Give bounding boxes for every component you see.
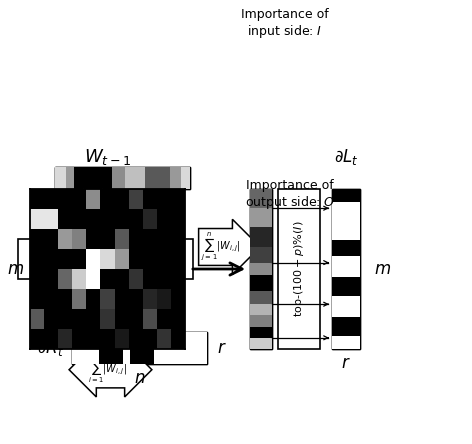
Text: top-$(100-p)\%(I)$: top-$(100-p)\%(I)$ bbox=[292, 221, 306, 317]
Bar bbox=[278, 189, 320, 349]
Bar bbox=[55, 167, 66, 189]
Bar bbox=[332, 240, 360, 256]
Bar bbox=[250, 189, 272, 349]
Text: $r$: $r$ bbox=[341, 354, 351, 372]
Bar bbox=[250, 327, 272, 338]
Bar bbox=[332, 336, 360, 349]
Bar bbox=[250, 246, 272, 262]
Bar bbox=[332, 189, 360, 349]
Text: $\sum_{j=1}^{n}|W_{i,j}|$: $\sum_{j=1}^{n}|W_{i,j}|$ bbox=[201, 231, 241, 263]
Bar bbox=[72, 332, 99, 364]
Text: $\partial L_t$: $\partial L_t$ bbox=[334, 147, 358, 167]
Text: $m$: $m$ bbox=[374, 260, 391, 278]
Bar bbox=[55, 167, 190, 189]
Bar bbox=[332, 202, 360, 240]
Bar bbox=[130, 332, 154, 364]
Bar bbox=[72, 332, 207, 364]
Text: $m$: $m$ bbox=[8, 260, 25, 278]
Bar bbox=[123, 332, 130, 364]
Bar bbox=[170, 167, 181, 189]
Text: top-$(100-p)\%(O)$: top-$(100-p)\%(O)$ bbox=[42, 250, 169, 268]
Bar bbox=[18, 239, 193, 279]
Bar bbox=[72, 332, 207, 364]
Bar bbox=[250, 304, 272, 315]
Bar bbox=[74, 167, 93, 189]
Bar bbox=[66, 167, 74, 189]
Text: $\sum_{i=1}^{m}|W_{i,j}|$: $\sum_{i=1}^{m}|W_{i,j}|$ bbox=[88, 354, 127, 385]
Bar bbox=[332, 277, 360, 296]
Text: $r$: $r$ bbox=[217, 339, 227, 357]
Bar bbox=[332, 189, 360, 202]
Bar bbox=[145, 167, 170, 189]
Bar bbox=[181, 167, 190, 189]
Text: $W_{t-1}$: $W_{t-1}$ bbox=[84, 147, 131, 167]
Bar bbox=[250, 227, 272, 246]
Bar bbox=[250, 189, 272, 208]
Bar bbox=[332, 189, 360, 349]
Bar bbox=[93, 167, 112, 189]
Bar bbox=[250, 291, 272, 304]
Bar bbox=[332, 256, 360, 277]
Text: $n$: $n$ bbox=[134, 369, 145, 387]
Bar bbox=[250, 315, 272, 327]
Bar bbox=[55, 167, 190, 189]
Text: Importance of
output side: $\mathit{O}$: Importance of output side: $\mathit{O}$ bbox=[245, 179, 335, 211]
Bar bbox=[154, 332, 207, 364]
Text: Importance of
input side: $\mathit{I}$: Importance of input side: $\mathit{I}$ bbox=[241, 8, 329, 40]
Bar bbox=[125, 167, 145, 189]
Bar bbox=[332, 317, 360, 336]
Bar bbox=[112, 167, 125, 189]
Bar bbox=[99, 332, 123, 364]
Text: $\partial R_t$: $\partial R_t$ bbox=[37, 338, 64, 358]
Bar bbox=[250, 275, 272, 291]
Bar bbox=[250, 208, 272, 227]
Bar bbox=[250, 262, 272, 275]
Bar bbox=[250, 338, 272, 349]
Bar bbox=[250, 189, 272, 349]
Text: $n$: $n$ bbox=[102, 354, 113, 372]
Bar bbox=[332, 296, 360, 317]
